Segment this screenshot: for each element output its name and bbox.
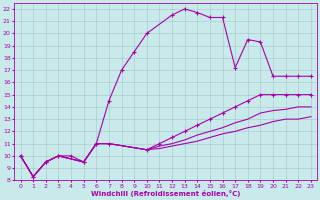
X-axis label: Windchill (Refroidissement éolien,°C): Windchill (Refroidissement éolien,°C) [91, 190, 240, 197]
